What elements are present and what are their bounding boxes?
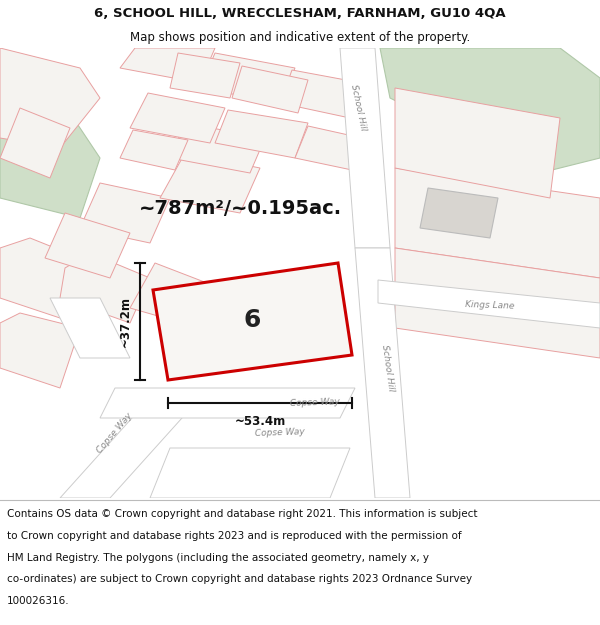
Text: Copse Way: Copse Way xyxy=(290,398,340,408)
Polygon shape xyxy=(0,108,70,178)
Polygon shape xyxy=(232,66,308,113)
Polygon shape xyxy=(170,123,265,173)
Text: Map shows position and indicative extent of the property.: Map shows position and indicative extent… xyxy=(130,31,470,44)
Polygon shape xyxy=(295,126,362,170)
Polygon shape xyxy=(395,168,600,278)
Text: Copse Way: Copse Way xyxy=(255,428,305,438)
Polygon shape xyxy=(355,248,410,498)
Polygon shape xyxy=(120,48,215,83)
Polygon shape xyxy=(60,398,200,498)
Polygon shape xyxy=(80,183,170,243)
Polygon shape xyxy=(160,153,260,213)
Text: to Crown copyright and database rights 2023 and is reproduced with the permissio: to Crown copyright and database rights 2… xyxy=(7,531,462,541)
Text: School Hill: School Hill xyxy=(349,84,367,132)
Polygon shape xyxy=(130,93,225,143)
Text: School Hill: School Hill xyxy=(380,344,396,392)
Polygon shape xyxy=(120,130,188,170)
Text: Contains OS data © Crown copyright and database right 2021. This information is : Contains OS data © Crown copyright and d… xyxy=(7,509,478,519)
Polygon shape xyxy=(100,388,355,418)
Text: co-ordinates) are subject to Crown copyright and database rights 2023 Ordnance S: co-ordinates) are subject to Crown copyr… xyxy=(7,574,472,584)
Polygon shape xyxy=(0,313,80,388)
Polygon shape xyxy=(50,298,130,358)
Polygon shape xyxy=(340,48,390,248)
Polygon shape xyxy=(215,110,308,158)
Text: HM Land Registry. The polygons (including the associated geometry, namely x, y: HM Land Registry. The polygons (includin… xyxy=(7,552,429,562)
Text: Copse Way: Copse Way xyxy=(95,411,134,455)
Text: 6: 6 xyxy=(244,308,260,332)
Polygon shape xyxy=(170,53,240,98)
Polygon shape xyxy=(153,263,352,380)
Polygon shape xyxy=(0,48,100,148)
Polygon shape xyxy=(150,448,350,498)
Polygon shape xyxy=(60,253,150,323)
Polygon shape xyxy=(0,238,80,318)
Polygon shape xyxy=(280,70,362,118)
Polygon shape xyxy=(378,280,600,328)
Text: ~37.2m: ~37.2m xyxy=(119,296,132,347)
Polygon shape xyxy=(0,78,100,218)
Polygon shape xyxy=(395,88,560,198)
Text: ~53.4m: ~53.4m xyxy=(235,415,286,428)
Polygon shape xyxy=(200,53,295,103)
Text: Kings Lane: Kings Lane xyxy=(465,299,515,311)
Polygon shape xyxy=(395,248,600,358)
Polygon shape xyxy=(420,188,498,238)
Polygon shape xyxy=(380,48,600,178)
Polygon shape xyxy=(130,263,220,328)
Text: 6, SCHOOL HILL, WRECCLESHAM, FARNHAM, GU10 4QA: 6, SCHOOL HILL, WRECCLESHAM, FARNHAM, GU… xyxy=(94,7,506,20)
Text: ~787m²/~0.195ac.: ~787m²/~0.195ac. xyxy=(139,199,341,217)
Polygon shape xyxy=(45,213,130,278)
Text: 100026316.: 100026316. xyxy=(7,596,70,606)
